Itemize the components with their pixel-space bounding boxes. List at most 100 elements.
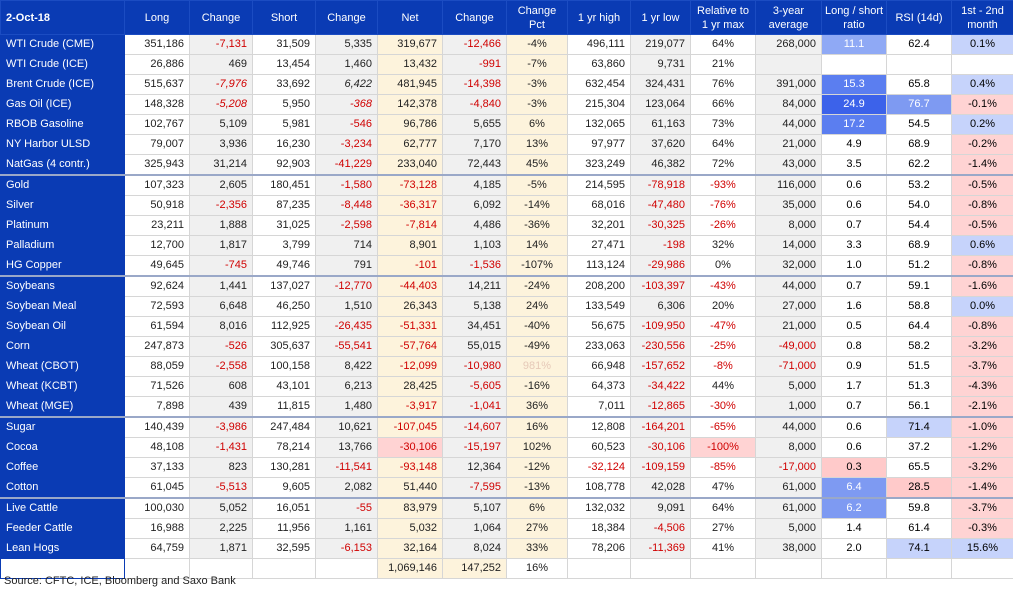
cell-ch-net: 7,170 (442, 134, 507, 155)
cell-avg: 116,000 (755, 174, 822, 196)
cell-ch-long: -1,431 (189, 437, 253, 458)
cell-ch-net: -14,607 (442, 416, 507, 438)
cell-mon: 15.6% (951, 538, 1013, 559)
cell-long: 100,030 (124, 497, 190, 519)
cell-net: -12,099 (377, 356, 443, 377)
cell-hi: 132,065 (567, 114, 631, 135)
cell-ch-long: 2,225 (189, 518, 253, 539)
cell-rsi: 54.4 (886, 215, 952, 236)
cell-ch-long: 469 (189, 54, 253, 75)
cell-mon: -1.4% (951, 477, 1013, 499)
cell-short: 87,235 (252, 195, 316, 216)
cell-rel: 66% (690, 94, 756, 115)
cell-avg: 32,000 (755, 255, 822, 277)
commodity-name: WTI Crude (ICE) (0, 54, 125, 75)
cell-short: 13,454 (252, 54, 316, 75)
cell-hi: 233,063 (567, 336, 631, 357)
cell-avg: 35,000 (755, 195, 822, 216)
cell-rel: -26% (690, 215, 756, 236)
commodity-name: Soybean Meal (0, 296, 125, 317)
cell-ch-net: 5,655 (442, 114, 507, 135)
col-header: Change (315, 0, 378, 35)
cell-pct: -14% (506, 195, 568, 216)
cell-hi: 68,016 (567, 195, 631, 216)
cell-pct: 981% (506, 356, 568, 377)
cell-avg: 43,000 (755, 154, 822, 176)
empty-cell (124, 558, 190, 579)
col-header: RSI (14d) (886, 0, 952, 35)
cell-long: 72,593 (124, 296, 190, 317)
cell-short: 180,451 (252, 174, 316, 196)
empty-cell (951, 558, 1013, 579)
cell-ratio: 0.7 (821, 275, 887, 297)
cell-hi: 632,454 (567, 74, 631, 95)
cell-short: 46,250 (252, 296, 316, 317)
cell-ch-net: 12,364 (442, 457, 507, 478)
cell-ch-short: -2,598 (315, 215, 378, 236)
cell-avg: 44,000 (755, 275, 822, 297)
cell-net: -93,148 (377, 457, 443, 478)
cell-pct: -4% (506, 34, 568, 55)
cell-rel: 64% (690, 497, 756, 519)
cell-hi: 132,032 (567, 497, 631, 519)
cell-rsi (886, 54, 952, 75)
empty-cell (755, 558, 822, 579)
cell-long: 64,759 (124, 538, 190, 559)
cell-ch-long: -745 (189, 255, 253, 277)
cell-avg: 44,000 (755, 416, 822, 438)
cell-mon (951, 54, 1013, 75)
cell-net: 83,979 (377, 497, 443, 519)
cell-pct: -13% (506, 477, 568, 499)
empty-cell (252, 558, 316, 579)
table-row: WTI Crude (CME) 351,186 -7,131 31,509 5,335 3… (0, 34, 1013, 55)
cell-net: 233,040 (377, 154, 443, 176)
commodity-name: NY Harbor ULSD (0, 134, 125, 155)
cell-mon: 0.0% (951, 296, 1013, 317)
cell-ch-long: -7,131 (189, 34, 253, 55)
cell-avg: -17,000 (755, 457, 822, 478)
cell-long: 107,323 (124, 174, 190, 196)
cell-net: -51,331 (377, 316, 443, 337)
cell-rsi: 53.2 (886, 174, 952, 196)
cell-rel: 64% (690, 34, 756, 55)
cell-ratio: 0.6 (821, 416, 887, 438)
commodity-name: Cocoa (0, 437, 125, 458)
cell-pct: -40% (506, 316, 568, 337)
cell-pct: 27% (506, 518, 568, 539)
cell-ch-long: 3,936 (189, 134, 253, 155)
commodity-name: Gas Oil (ICE) (0, 94, 125, 115)
cell-short: 49,746 (252, 255, 316, 277)
commodity-name: HG Copper (0, 255, 125, 277)
cell-net: 26,343 (377, 296, 443, 317)
cell-long: 61,045 (124, 477, 190, 499)
cell-mon: -0.8% (951, 255, 1013, 277)
cell-lo: -11,369 (630, 538, 691, 559)
cell-ratio: 2.0 (821, 538, 887, 559)
cell-short: 137,027 (252, 275, 316, 297)
cell-rel: -76% (690, 195, 756, 216)
cell-long: 88,059 (124, 356, 190, 377)
cell-ratio: 3.3 (821, 235, 887, 256)
cell-net: 51,440 (377, 477, 443, 499)
cell-long: 351,186 (124, 34, 190, 55)
cell-lo: 37,620 (630, 134, 691, 155)
cell-mon: -0.8% (951, 195, 1013, 216)
cell-mon: -3.2% (951, 336, 1013, 357)
cell-mon: 0.6% (951, 235, 1013, 256)
cell-mon: -0.8% (951, 316, 1013, 337)
cell-mon: -0.1% (951, 94, 1013, 115)
commodity-name: Silver (0, 195, 125, 216)
cell-ratio: 6.4 (821, 477, 887, 499)
cell-ch-short: -11,541 (315, 457, 378, 478)
cell-rel: 27% (690, 518, 756, 539)
cell-mon: -1.4% (951, 154, 1013, 176)
cell-lo: 46,382 (630, 154, 691, 176)
cell-rel: -65% (690, 416, 756, 438)
commodity-name: Feeder Cattle (0, 518, 125, 539)
cell-lo: -109,159 (630, 457, 691, 478)
cell-avg: 268,000 (755, 34, 822, 55)
cell-rel: -43% (690, 275, 756, 297)
cell-lo: -198 (630, 235, 691, 256)
cell-rsi: 58.2 (886, 336, 952, 357)
cell-ch-long: 608 (189, 376, 253, 397)
